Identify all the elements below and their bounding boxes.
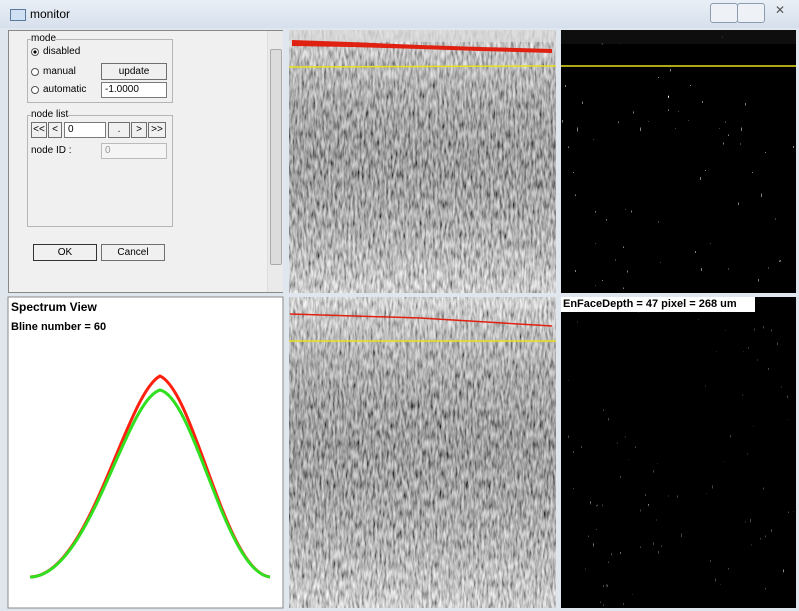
radio[interactable] xyxy=(31,68,39,76)
index-input[interactable]: 0 xyxy=(64,122,106,138)
radio-label[interactable]: manual xyxy=(43,66,76,77)
enface-label-bg xyxy=(561,297,755,312)
nav-button[interactable]: < xyxy=(48,122,62,138)
enface-image xyxy=(561,297,796,608)
enface-image xyxy=(561,30,796,293)
nav-button[interactable]: > xyxy=(131,122,147,138)
value-input[interactable]: -1.0000 xyxy=(101,82,167,98)
nav-button[interactable]: << xyxy=(31,122,47,138)
spectrum-subtitle: Bline number = 60 xyxy=(11,321,107,333)
window-title: monitor xyxy=(30,7,71,21)
control-panel: mode disabled manual update automatic -1… xyxy=(8,30,283,293)
mode-group xyxy=(27,39,173,103)
title-bar: monitor ✕ xyxy=(0,0,799,28)
radio[interactable] xyxy=(31,48,39,56)
node-id-label: node ID : xyxy=(31,145,72,156)
node-list-group xyxy=(27,115,173,227)
spectrum-panel xyxy=(7,296,284,609)
radio-label[interactable]: disabled xyxy=(43,46,81,57)
scrollbar[interactable] xyxy=(267,31,283,292)
nav-button[interactable]: . xyxy=(108,122,130,138)
ok-button[interactable]: OK xyxy=(33,244,97,261)
app-icon xyxy=(10,9,26,21)
surface-detection xyxy=(292,40,552,53)
bscan-shade xyxy=(289,297,556,608)
update-button[interactable]: update xyxy=(101,63,167,80)
bscan-shade xyxy=(289,30,556,293)
scroll-thumb[interactable] xyxy=(270,49,282,265)
enface-label: EnFaceDepth = 47 pixel = 268 um xyxy=(563,298,737,310)
maximize-button[interactable] xyxy=(737,3,765,23)
group-label: mode xyxy=(31,33,57,44)
nav-button[interactable]: >> xyxy=(148,122,166,138)
bscan-top xyxy=(289,30,556,42)
node-id-input: 0 xyxy=(101,143,167,159)
spectrum-green xyxy=(29,388,271,579)
surface-line xyxy=(289,313,553,327)
radio-label[interactable]: automatic xyxy=(43,84,87,95)
radio[interactable] xyxy=(31,86,39,94)
enface-top xyxy=(561,30,796,44)
close-button[interactable]: ✕ xyxy=(774,3,786,17)
group-label: node list xyxy=(31,109,69,120)
depth-line xyxy=(288,65,557,68)
spectrum-title: Spectrum View xyxy=(11,300,97,314)
cancel-button[interactable]: Cancel xyxy=(101,244,165,261)
